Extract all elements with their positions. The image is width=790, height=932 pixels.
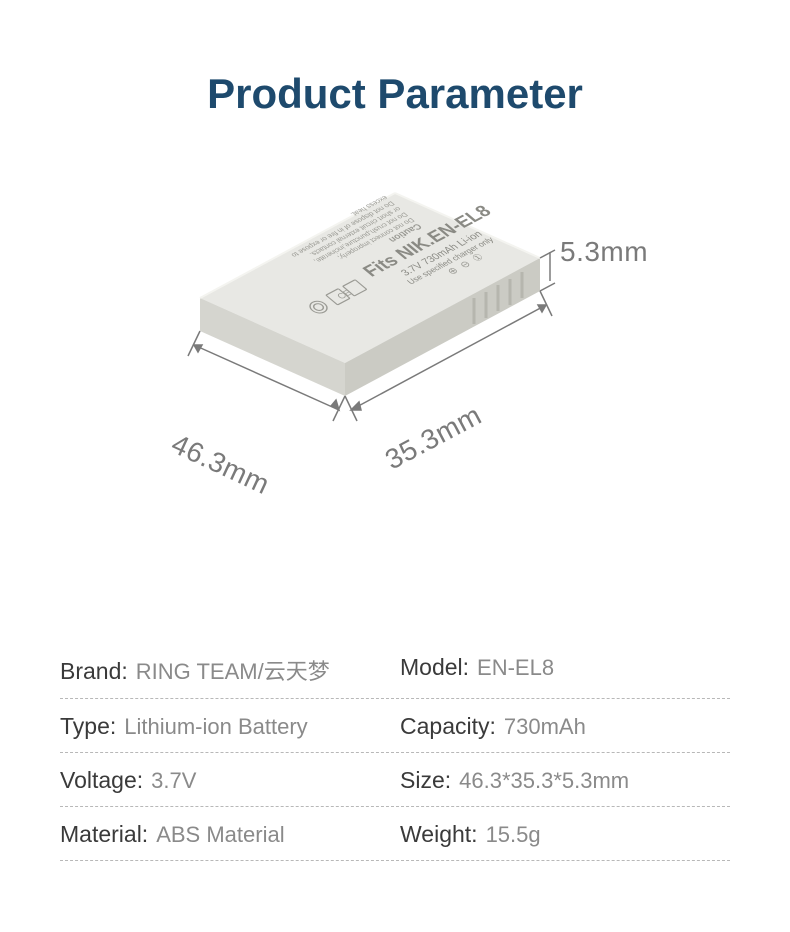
dimension-height: 5.3mm [560,236,648,268]
spec-key: Weight: [400,821,478,848]
spec-value: 46.3*35.3*5.3mm [459,768,629,794]
spec-key: Capacity: [400,713,496,740]
spec-key: Type: [60,713,116,740]
spec-row: Brand: RING TEAM/云天梦 Model: EN-EL8 [60,640,730,699]
page-title: Product Parameter [0,0,790,118]
spec-value: RING TEAM/云天梦 [136,654,330,686]
spec-value: 730mAh [504,714,586,740]
product-figure: Fits NIK.EN-EL8 3.7V 730mAh Li-ion Use s… [0,118,790,538]
spec-key: Voltage: [60,767,143,794]
battery-illustration: Fits NIK.EN-EL8 3.7V 730mAh Li-ion Use s… [140,138,570,468]
spec-key: Brand: [60,658,128,685]
spec-key: Material: [60,821,148,848]
spec-value: EN-EL8 [477,655,554,681]
spec-row: Type: Lithium-ion Battery Capacity: 730m… [60,699,730,753]
spec-row: Material: ABS Material Weight: 15.5g [60,807,730,861]
spec-value: ABS Material [156,822,284,848]
spec-row: Voltage: 3.7V Size: 46.3*35.3*5.3mm [60,753,730,807]
spec-table: Brand: RING TEAM/云天梦 Model: EN-EL8 Type:… [60,640,730,861]
spec-key: Size: [400,767,451,794]
spec-value: Lithium-ion Battery [124,714,307,740]
spec-value: 3.7V [151,768,196,794]
spec-key: Model: [400,654,469,681]
spec-value: 15.5g [486,822,541,848]
